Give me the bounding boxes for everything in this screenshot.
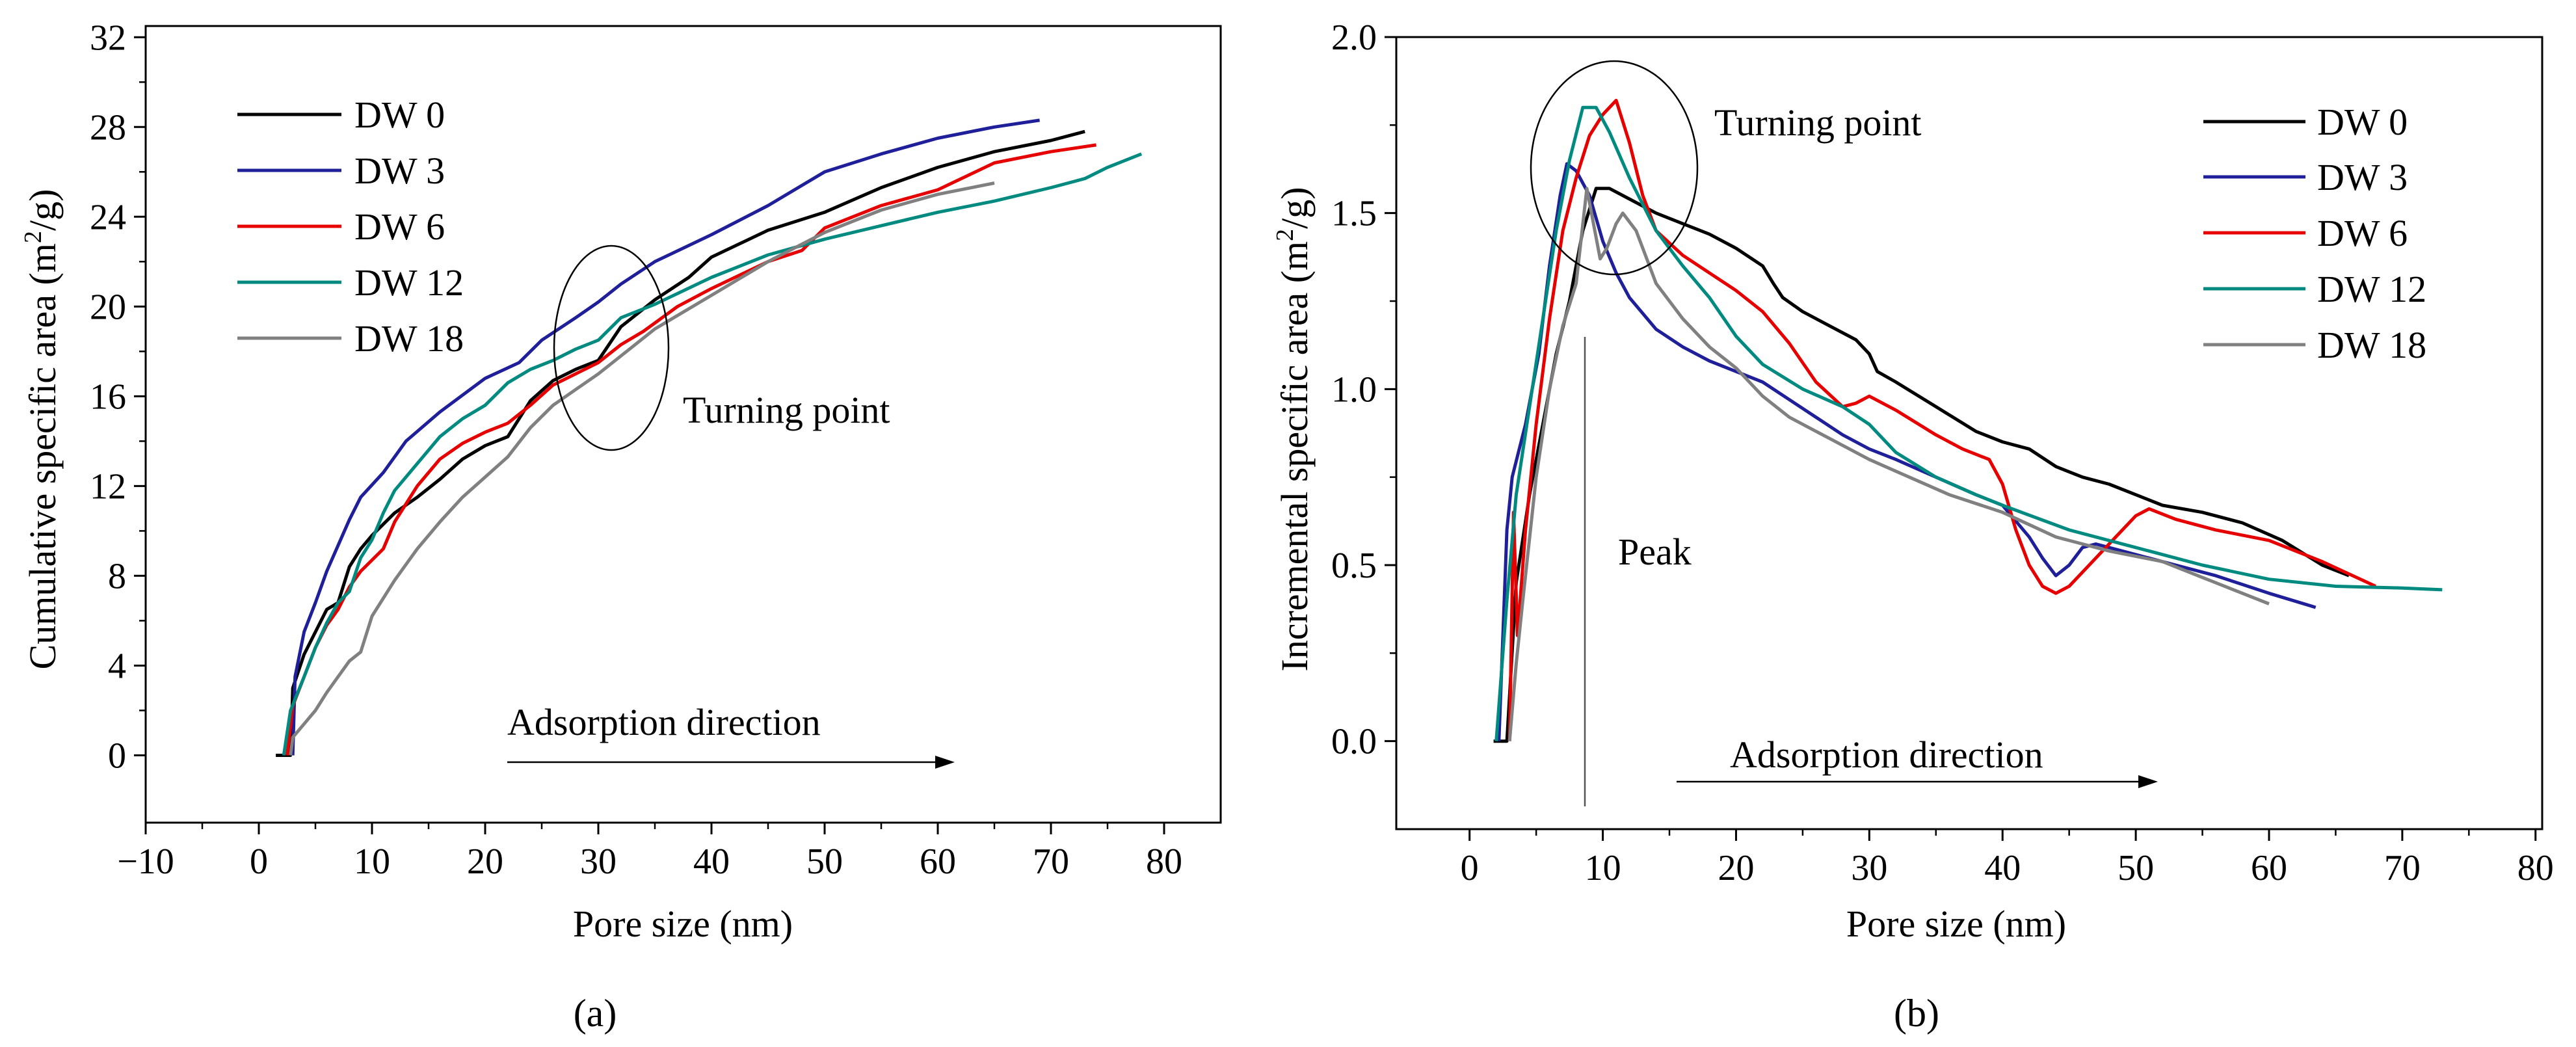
plot-b-series-dw3 (1497, 162, 2317, 741)
plot-b-x-tick-label: 20 (1718, 848, 1754, 888)
plot-a-y-tick-label: 12 (90, 466, 126, 507)
plot-b-x-tick-label: 10 (1585, 848, 1621, 888)
plot-b-y-tick-label: 0.5 (1331, 546, 1377, 586)
plot-a-panel-label: (a) (574, 992, 617, 1035)
plot-a-y-tick-label: 8 (108, 556, 126, 596)
plot-a-legend-label-dw6: DW 6 (354, 205, 445, 248)
plot-b-x-tick-label: 30 (1851, 848, 1887, 888)
plot-b-x-tick-label: 70 (2384, 848, 2421, 888)
plot-a-x-tick-label: 70 (1033, 842, 1069, 882)
plot-a-series-dw6 (285, 143, 1096, 756)
plot-a-y-tick-label: 20 (90, 287, 126, 327)
plot-b-y-axis-title-main: Incremental specific area (m (1273, 241, 1316, 672)
plot-a-y-tick-label: 4 (108, 646, 126, 686)
plot-b-lines (1493, 98, 2443, 743)
plot-a-y-ticks: 0 4 8 12 16 20 24 28 32 (90, 18, 146, 776)
plot-b-direction-arrowhead (2138, 775, 2158, 788)
plot-b-panel-label: (b) (1894, 992, 1939, 1035)
plot-a-y-axis-title-sup: 2 (20, 231, 47, 243)
plot-b-legend-label-dw18: DW 18 (2317, 324, 2426, 366)
plot-a-direction-label: Adsorption direction (507, 701, 821, 743)
plot-b-series-dw6 (1507, 98, 2376, 741)
plot-a-x-tick-label: 40 (693, 842, 730, 882)
plot-a-x-tick-label: 10 (354, 842, 390, 882)
plot-a-y-tick-label: 24 (90, 197, 126, 237)
plot-b-legend: DW 0 DW 3 DW 6 DW 12 DW 18 (2203, 101, 2426, 366)
plot-a-x-tick-label: −10 (117, 842, 174, 882)
plot-a-turning-point-label: Turning point (683, 389, 890, 431)
plot-b-x-tick-label: 0 (1461, 848, 1479, 888)
plot-b-x-ticks: 0 10 20 30 40 50 60 70 80 (1461, 829, 2554, 888)
plot-b-y-axis-title: Incremental specific area (m2/g) (1271, 187, 1316, 671)
plot-a-frame (144, 25, 1222, 824)
plot-b-legend-label-dw0: DW 0 (2317, 101, 2408, 143)
plot-b-x-tick-label: 60 (2251, 848, 2287, 888)
plot-a-x-tick-label: 20 (467, 842, 503, 882)
plot-b-legend-label-dw12: DW 12 (2317, 268, 2426, 310)
plot-a-series-dw0 (276, 129, 1085, 757)
plot-a-legend-label-dw0: DW 0 (354, 94, 445, 136)
plot-a-x-axis-title: Pore size (nm) (573, 903, 793, 945)
plot-a-direction-arrowhead (935, 756, 955, 769)
plot-b-y-tick-label: 1.5 (1331, 194, 1377, 234)
plot-a-legend-label-dw3: DW 3 (354, 150, 445, 192)
plot-a-x-tick-label: 60 (920, 842, 956, 882)
plot-a-x-tick-label: 30 (580, 842, 617, 882)
plot-a-y-tick-label: 16 (90, 377, 126, 417)
plot-a-y-tick-label: 28 (90, 107, 126, 148)
plot-b-y-ticks: 0.0 0.5 1.0 1.5 2.0 (1331, 18, 1396, 762)
plot-a-x-tick-label: 80 (1146, 842, 1182, 882)
plot-b-x-tick-label: 80 (2517, 848, 2554, 888)
plot-b-legend-label-dw3: DW 3 (2317, 156, 2408, 198)
plot-b-frame (1395, 36, 2543, 830)
plot-b-y-tick-label: 0.0 (1331, 722, 1377, 762)
panel-b: 0 10 20 30 40 50 60 70 80 0.0 0.5 1.0 1.5 2.0 Turnin… (1271, 18, 2554, 1035)
plot-a-series-dw18 (289, 181, 995, 756)
plot-b-y-axis-title-sup: 2 (1271, 229, 1299, 241)
plot-b-turning-point-ellipse (1530, 60, 1699, 276)
panel-a: −10 0 10 20 30 40 50 60 70 80 0 4 8 12 16 20 24 28 32 Tur… (20, 18, 1222, 1035)
plot-b-x-tick-label: 50 (2118, 848, 2154, 888)
plot-b-direction-label: Adsorption direction (1730, 734, 2043, 776)
plot-b-x-axis-title: Pore size (nm) (1846, 903, 2066, 945)
plot-a-y-axis-title-tail: /g) (21, 189, 64, 231)
plot-b-y-tick-label: 2.0 (1331, 18, 1377, 58)
plot-b-turning-point-label: Turning point (1714, 101, 1922, 144)
plot-b-legend-label-dw6: DW 6 (2317, 212, 2408, 254)
plot-a-legend: DW 0 DW 3 DW 6 DW 12 DW 18 (237, 94, 464, 360)
plot-b-series-dw0 (1493, 187, 2350, 743)
plot-a-legend-label-dw12: DW 12 (354, 261, 464, 304)
plot-b-series-dw12 (1494, 105, 2443, 741)
plot-b-series-dw18 (1507, 187, 2270, 741)
plot-a-y-axis-title: Cumulative specific area (m2/g) (20, 189, 64, 670)
plot-a-series-dw12 (282, 152, 1143, 756)
plot-a-x-tick-label: 0 (250, 842, 268, 882)
plot-a-y-tick-label: 32 (90, 18, 126, 58)
plot-a-series-dw3 (291, 118, 1040, 756)
plot-a-y-axis-title-main: Cumulative specific area (m (21, 243, 64, 669)
plot-a-legend-label-dw18: DW 18 (354, 317, 464, 360)
plot-a-x-ticks: −10 0 10 20 30 40 50 60 70 80 (117, 823, 1182, 882)
plot-a-turning-point-ellipse (553, 245, 670, 451)
plot-b-x-tick-label: 40 (1984, 848, 2021, 888)
plot-b-y-axis-title-tail: /g) (1273, 187, 1316, 228)
plot-b-peak-label: Peak (1618, 531, 1692, 573)
plot-a-lines (276, 118, 1143, 757)
plot-b-y-tick-label: 1.0 (1331, 369, 1377, 410)
plot-a-y-tick-label: 0 (108, 736, 126, 776)
plot-a-x-tick-label: 50 (806, 842, 843, 882)
